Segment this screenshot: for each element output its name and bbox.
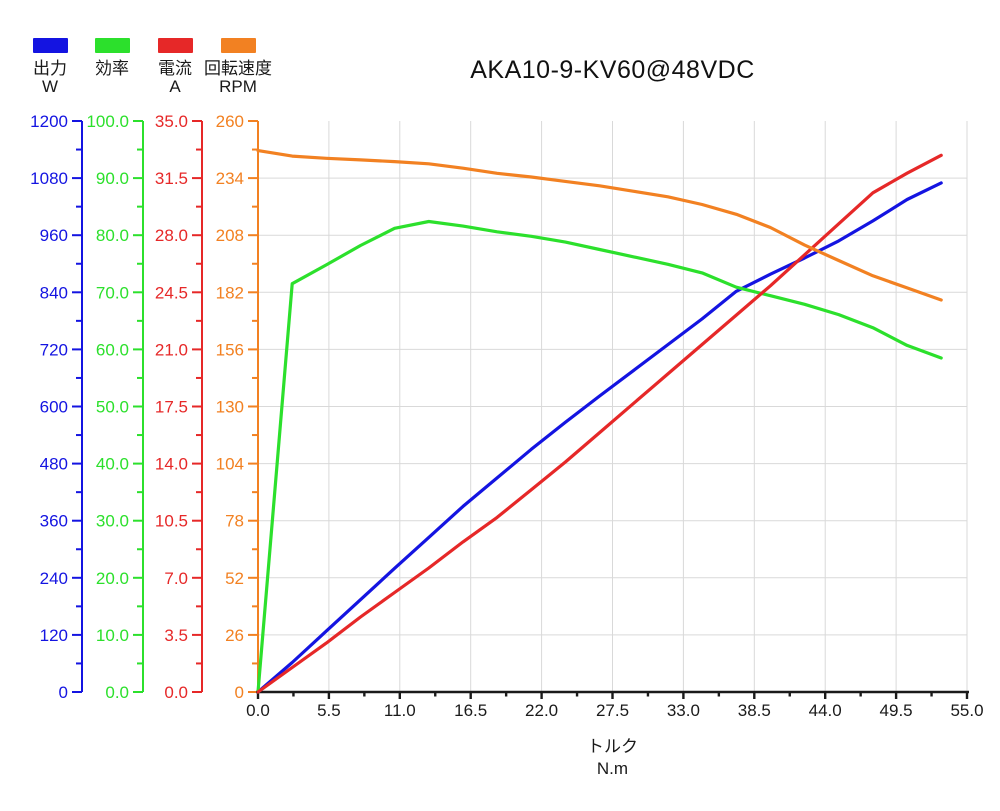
y-tick-label-current: 31.5 [155,169,188,188]
y-tick-label-power: 0 [59,683,68,702]
y-tick-label-power: 480 [40,455,68,474]
y-tick-label-current: 14.0 [155,455,188,474]
y-tick-label-current: 3.5 [164,626,188,645]
y-tick-label-speed: 182 [216,283,244,302]
legend-label-speed: 回転速度 [204,59,272,78]
y-tick-label-efficiency: 40.0 [96,455,129,474]
grid-lines [258,121,968,692]
y-axis-current: 0.0 3.5 7.0 10.5 14.0 17.5 21.0 24.5 28.0 31.5 35.… [155,112,203,702]
y-tick-label-speed: 156 [216,340,244,359]
y-tick-label-speed: 234 [216,169,244,188]
y-tick-label-speed: 260 [216,112,244,131]
legend-item-current: 電流 A [137,38,213,96]
x-axis-label: トルク N.m [258,736,967,780]
series-line-current [256,153,943,694]
y-tick-label-power: 1080 [30,169,68,188]
y-tick-label-efficiency: 20.0 [96,569,129,588]
y-tick-label-current: 10.5 [155,512,188,531]
y-tick-label-current: 17.5 [155,398,188,417]
y-tick-label-power: 600 [40,398,68,417]
y-tick-label-speed: 208 [216,226,244,245]
legend-unit-current: A [169,77,181,96]
y-tick-label-power: 360 [40,512,68,531]
y-tick-label-power: 120 [40,626,68,645]
y-tick-label-efficiency: 30.0 [96,512,129,531]
y-tick-label-current: 28.0 [155,226,188,245]
x-tick-label: 33.0 [667,701,700,720]
legend-label-current: 電流 [158,59,192,78]
y-tick-label-speed: 0 [235,683,244,702]
y-tick-label-power: 1200 [30,112,68,131]
legend-item-speed: 回転速度 RPM [200,38,276,96]
legend-unit-power: W [41,77,59,96]
x-tick-label: 38.5 [738,701,771,720]
y-tick-label-power: 720 [40,340,68,359]
legend-swatch-power-icon [32,38,68,53]
x-tick-label: 49.5 [880,701,913,720]
legend-unit-speed: RPM [219,77,257,96]
x-tick-label: 16.5 [454,701,487,720]
y-tick-label-current: 0.0 [164,683,188,702]
x-tick-label: 0.0 [246,701,270,720]
y-tick-label-current: 35.0 [155,112,188,131]
y-tick-label-efficiency: 10.0 [96,626,129,645]
legend-label-efficiency: 効率 [95,59,129,78]
y-tick-label-current: 24.5 [155,283,188,302]
y-tick-label-current: 21.0 [155,340,188,359]
x-axis: 0.0 5.5 11.0 16.5 22.0 27.5 33.0 38.5 44.0 49.5 55… [246,690,984,720]
legend-label-power: 出力 [33,59,67,78]
y-tick-label-current: 7.0 [164,569,188,588]
y-axis-speed: 0 26 52 78 104 130 156 182 208 234 260 [216,112,259,702]
x-tick-label: 44.0 [809,701,842,720]
x-tick-label: 22.0 [525,701,558,720]
y-tick-label-efficiency: 60.0 [96,340,129,359]
y-tick-label-efficiency: 100.0 [86,112,129,131]
x-axis-label-name: トルク [587,737,638,756]
y-tick-label-efficiency: 80.0 [96,226,129,245]
x-axis-label-unit: N.m [596,759,629,778]
y-tick-label-power: 840 [40,283,68,302]
legend-swatch-efficiency-icon [94,38,130,53]
x-tick-label: 55.0 [950,701,983,720]
y-tick-label-efficiency: 50.0 [96,398,129,417]
y-tick-label-efficiency: 0.0 [105,683,129,702]
y-tick-label-efficiency: 90.0 [96,169,129,188]
y-tick-label-speed: 130 [216,398,244,417]
y-axis-power: 0 120 240 360 480 600 720 840 960 1080 1200 [30,112,83,702]
y-tick-label-speed: 78 [225,512,244,531]
y-tick-label-speed: 104 [216,455,244,474]
y-tick-label-power: 960 [40,226,68,245]
legend-item-power: 出力 W [12,38,88,96]
legend-swatch-current-icon [157,38,193,53]
x-tick-label: 5.5 [317,701,341,720]
legend-swatch-speed-icon [220,38,256,53]
y-tick-label-power: 240 [40,569,68,588]
series-line-efficiency [256,219,943,694]
legend-item-efficiency: 効率 [74,38,150,78]
series-line-speed [256,149,943,302]
y-tick-label-speed: 26 [225,626,244,645]
x-tick-label: 11.0 [384,701,416,720]
y-tick-label-speed: 52 [225,569,244,588]
y-axis-efficiency: 0.0 10.0 20.0 30.0 40.0 50.0 60.0 70.0 80.0 90.0 1… [86,112,144,702]
series-line-power [256,181,943,694]
chart-legend: 出力 W 効率 電流 A 回転速度 RPM [0,38,300,98]
chart-title: AKA10-9-KV60@48VDC [470,56,755,84]
x-tick-label: 27.5 [596,701,629,720]
y-tick-label-efficiency: 70.0 [96,283,129,302]
